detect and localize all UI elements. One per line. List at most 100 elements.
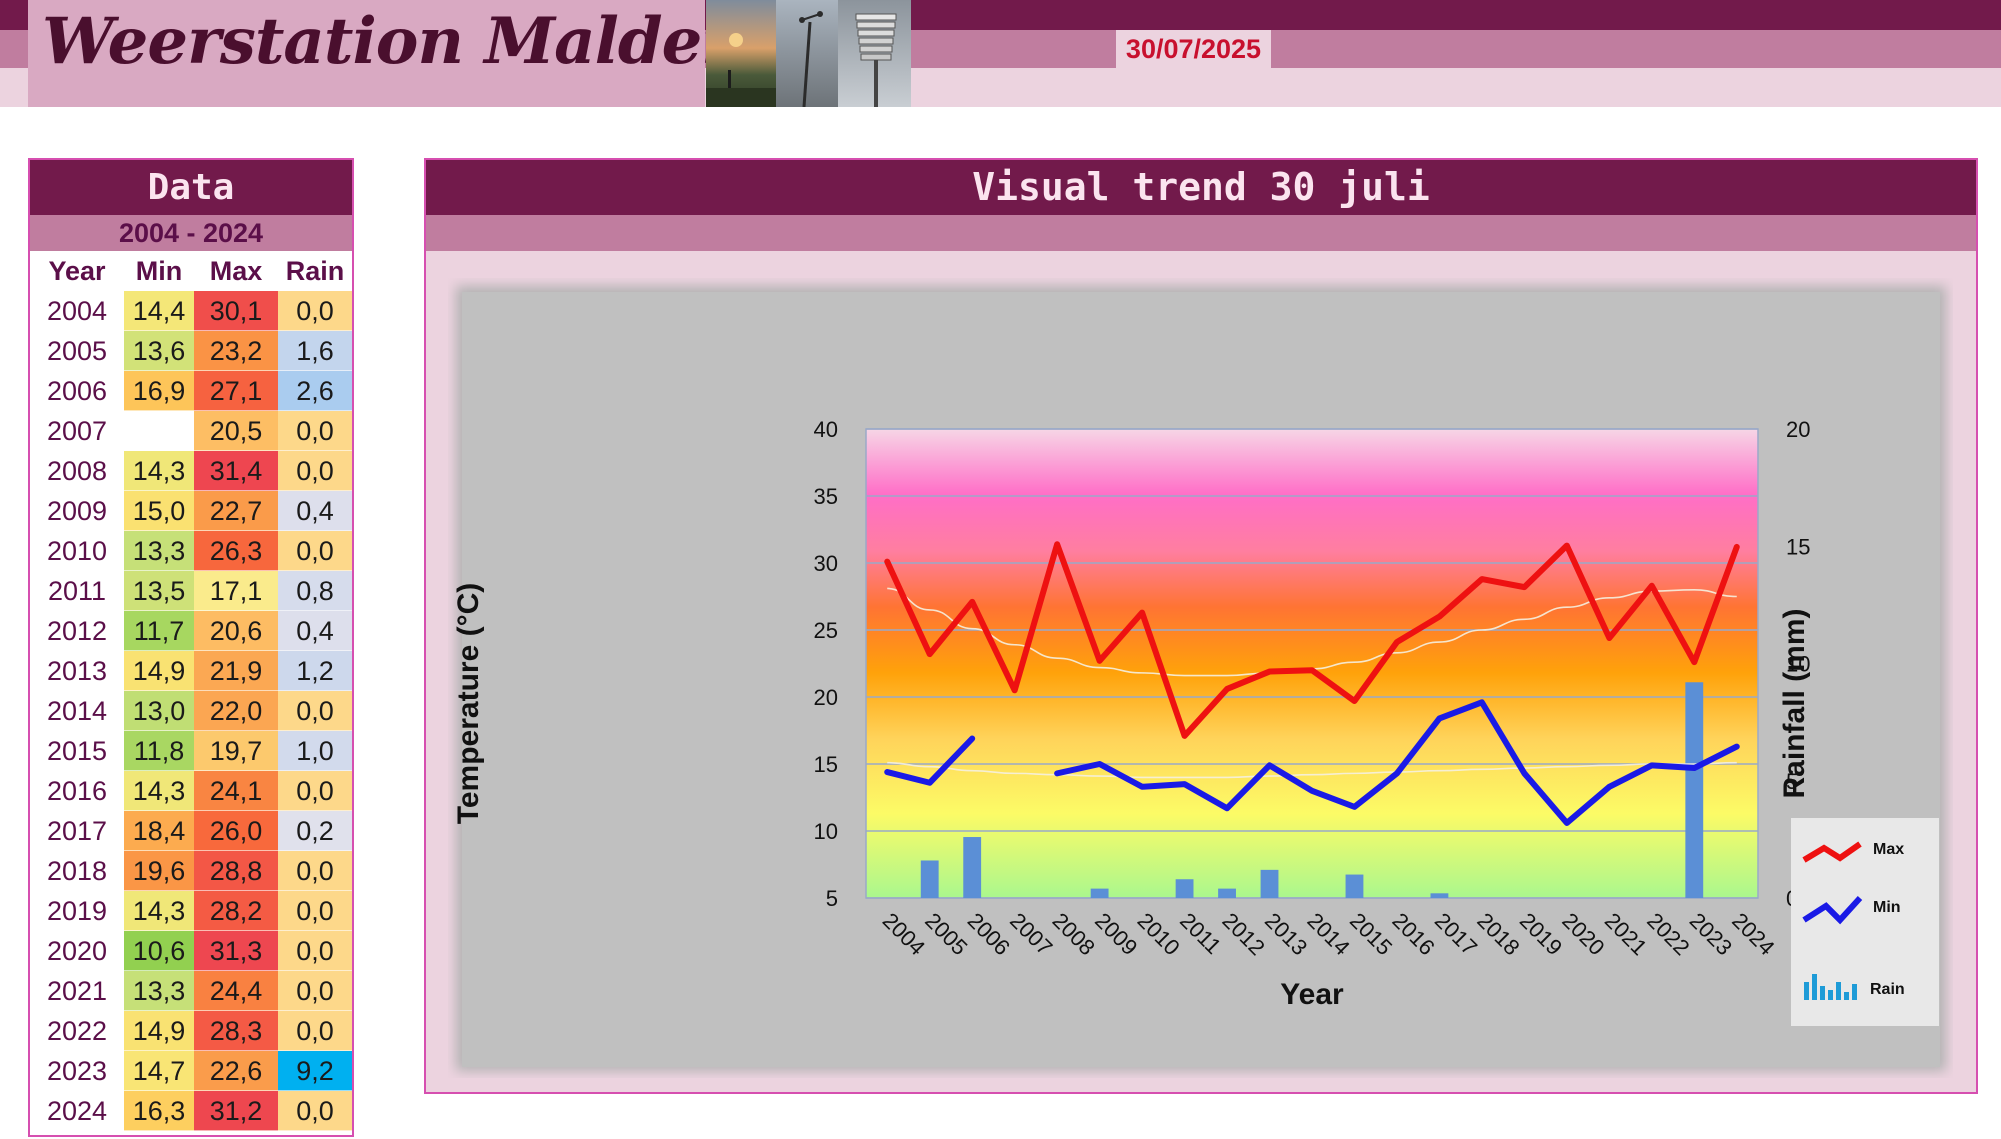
y2-tick-label: 15: [1786, 534, 1810, 559]
site-title: Weerstation Malderen: [42, 4, 820, 79]
y-tick-label: 20: [814, 685, 838, 710]
legend-min-icon: [1802, 895, 1863, 925]
table-row: 2012 11,7 20,6 0,4: [30, 611, 352, 651]
year-cell: 2011: [47, 576, 107, 606]
plot-area: [866, 429, 1758, 898]
max-cell: 20,5: [194, 411, 278, 451]
max-cell: 21,9: [194, 651, 278, 691]
rain-cell: 0,0: [278, 451, 352, 491]
year-cell: 2006: [46, 376, 108, 406]
min-cell: 11,7: [124, 611, 194, 651]
rain-cell: 0,0: [278, 691, 352, 731]
chart-panel-subbar: [426, 215, 1976, 251]
rain-cell: 0,0: [278, 531, 352, 571]
chart-legend: Max Min Rain: [1791, 818, 1939, 1026]
min-cell: 13,0: [124, 691, 194, 731]
min-cell: 18,4: [124, 811, 194, 851]
rain-bar: [1345, 874, 1364, 898]
table-row: 2016 14,3 24,1 0,0: [30, 771, 352, 811]
table-row: 2019 14,3 28,2 0,0: [30, 891, 352, 931]
table-body: 2004 14,4 30,1 0,0 2005 13,6 23,2 1,6 2006 16,9 27…: [30, 291, 352, 1131]
table-row: 2011 13,5 17,1 0,8: [30, 571, 352, 611]
max-cell: 30,1: [194, 291, 278, 331]
rain-cell: 9,2: [278, 1051, 352, 1091]
max-cell: 26,0: [194, 811, 278, 851]
max-cell: 31,2: [194, 1091, 278, 1131]
table-header-row: Year Min Max Rain: [30, 251, 352, 291]
data-panel-title: Data: [30, 160, 352, 215]
table-row: 2013 14,9 21,9 1,2: [30, 651, 352, 691]
year-cell: 2017: [46, 816, 108, 846]
data-panel: Data 2004 - 2024 Year Min Max Rain 2004 1…: [28, 158, 354, 1137]
max-cell: 31,4: [194, 451, 278, 491]
min-series-line: [884, 735, 976, 786]
min-cell: 16,3: [124, 1091, 194, 1131]
title-banner: [28, 0, 705, 107]
column-header-rain: Rain: [278, 251, 352, 291]
year-cell: 2020: [46, 936, 108, 966]
max-cell: 27,1: [194, 371, 278, 411]
max-cell: 24,1: [194, 771, 278, 811]
table-row: 2015 11,8 19,7 1,0: [30, 731, 352, 771]
min-cell: 13,6: [124, 331, 194, 371]
table-row: 2009 15,0 22,7 0,4: [30, 491, 352, 531]
rain-cell: 0,0: [278, 971, 352, 1011]
trend-line: [887, 761, 1737, 779]
column-header-year: Year: [48, 256, 106, 286]
max-cell: 20,6: [194, 611, 278, 651]
column-header-max: Max: [194, 251, 278, 291]
chart-panel: Visual trend 30 juli 5 10 15 20 25 30 35 40: [424, 158, 1978, 1094]
y-tick-label: 10: [814, 819, 838, 844]
anemometer-photo: [776, 0, 838, 107]
rain-cell: 2,6: [278, 371, 352, 411]
y-tick-label: 40: [814, 417, 838, 442]
y-tick-label: 25: [814, 618, 838, 643]
rain-bar: [1090, 888, 1109, 898]
min-cell: [124, 411, 194, 451]
rain-cell: 0,4: [278, 611, 352, 651]
rain-bar: [920, 860, 939, 898]
table-row: 2023 14,7 22,6 9,2: [30, 1051, 352, 1091]
min-cell: 13,3: [124, 971, 194, 1011]
max-cell: 19,7: [194, 731, 278, 771]
current-date: 30/07/2025: [1116, 30, 1271, 68]
legend-max-label: Max: [1873, 841, 1904, 858]
year-cell: 2015: [46, 736, 108, 766]
y-axis-label: Temperature (°C): [452, 583, 485, 824]
rain-cell: 0,0: [278, 891, 352, 931]
max-cell: 28,2: [194, 891, 278, 931]
min-cell: 13,5: [124, 571, 194, 611]
max-cell: 28,3: [194, 1011, 278, 1051]
rain-cell: 0,0: [278, 931, 352, 971]
rain-bars: [920, 682, 1704, 898]
rain-cell: 1,6: [278, 331, 352, 371]
table-row: 2005 13,6 23,2 1,6: [30, 331, 352, 371]
table-row: 2021 13,3 24,4 0,0: [30, 971, 352, 1011]
max-cell: 22,6: [194, 1051, 278, 1091]
min-cell: 14,7: [124, 1051, 194, 1091]
radiation-shield-photo: [838, 0, 911, 107]
y2-axis-label: Rainfall (mm): [1778, 608, 1811, 798]
legend-max-icon: [1802, 841, 1862, 863]
data-table: Year Min Max Rain 2004 14,4 30,1 0,0 2005 13,…: [30, 251, 352, 1131]
year-cell: 2005: [46, 336, 108, 366]
chart-panel-title: Visual trend 30 juli: [426, 160, 1976, 215]
min-cell: 14,3: [124, 451, 194, 491]
max-cell: 22,7: [194, 491, 278, 531]
min-series-line: [1054, 699, 1740, 826]
max-cell: 24,4: [194, 971, 278, 1011]
rain-cell: 0,8: [278, 571, 352, 611]
rain-bar: [1218, 888, 1236, 898]
max-cell: 28,8: [194, 851, 278, 891]
y2-tick-label: 20: [1786, 417, 1810, 442]
table-row: 2010 13,3 26,3 0,0: [30, 531, 352, 571]
min-cell: 19,6: [124, 851, 194, 891]
max-cell: 22,0: [194, 691, 278, 731]
header-photos: [706, 0, 911, 107]
rain-cell: 0,0: [278, 851, 352, 891]
legend-min-label: Min: [1873, 899, 1901, 916]
gridlines: [865, 428, 1759, 899]
min-cell: 14,3: [124, 891, 194, 931]
min-cell: 14,4: [124, 291, 194, 331]
